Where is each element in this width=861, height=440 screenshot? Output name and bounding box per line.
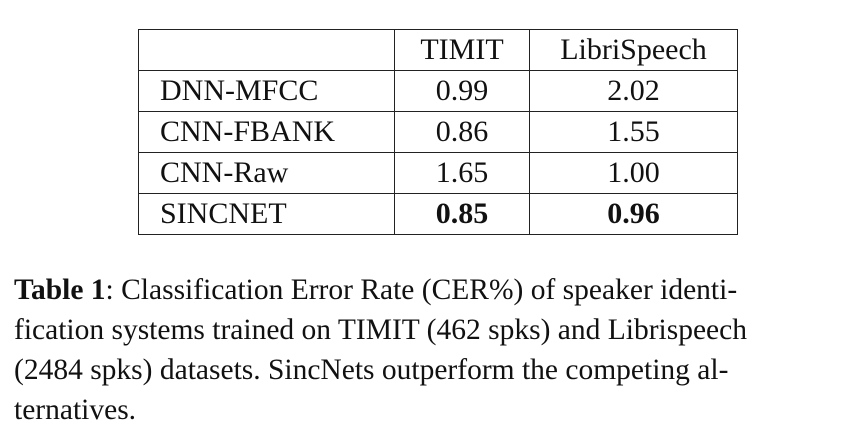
caption-label: Table 1 xyxy=(14,274,106,306)
model-name-cell: CNN-FBANK xyxy=(138,111,395,153)
caption-line: (2484 spks) datasets. SincNets outperfor… xyxy=(14,354,729,386)
librispeech-cer-cell-best: 0.96 xyxy=(529,193,738,235)
model-name-cell: DNN-MFCC xyxy=(138,70,395,112)
librispeech-cer-cell: 2.02 xyxy=(529,70,738,112)
header-cell-librispeech: LibriSpeech xyxy=(529,29,738,71)
table-caption: Table 1: Classification Error Rate (CER%… xyxy=(14,270,842,430)
header-cell-timit: TIMIT xyxy=(394,29,530,71)
model-name-cell: SINCNET xyxy=(138,193,395,235)
caption-line: fication systems trained on TIMIT (462 s… xyxy=(14,314,747,346)
caption-text: : Classification Error Rate (CER%) of sp… xyxy=(105,274,738,306)
librispeech-cer-cell: 1.00 xyxy=(529,152,738,194)
model-name-cell: CNN-Raw xyxy=(138,152,395,194)
timit-cer-cell: 0.86 xyxy=(394,111,530,153)
table-row: SINCNET 0.85 0.96 xyxy=(138,193,738,235)
timit-cer-cell-best: 0.85 xyxy=(394,193,530,235)
table-header-row: TIMIT LibriSpeech xyxy=(138,29,738,71)
timit-cer-cell: 0.99 xyxy=(394,70,530,112)
librispeech-cer-cell: 1.55 xyxy=(529,111,738,153)
caption-line: Table 1: Classification Error Rate (CER%… xyxy=(14,270,842,310)
timit-cer-cell: 1.65 xyxy=(394,152,530,194)
header-cell-empty xyxy=(138,29,395,71)
caption-line: ternatives. xyxy=(14,394,137,426)
table-row: DNN-MFCC 0.99 2.02 xyxy=(138,70,738,112)
table-row: CNN-Raw 1.65 1.00 xyxy=(138,152,738,194)
table-row: CNN-FBANK 0.86 1.55 xyxy=(138,111,738,153)
results-table: TIMIT LibriSpeech DNN-MFCC 0.99 2.02 CNN… xyxy=(138,29,738,235)
